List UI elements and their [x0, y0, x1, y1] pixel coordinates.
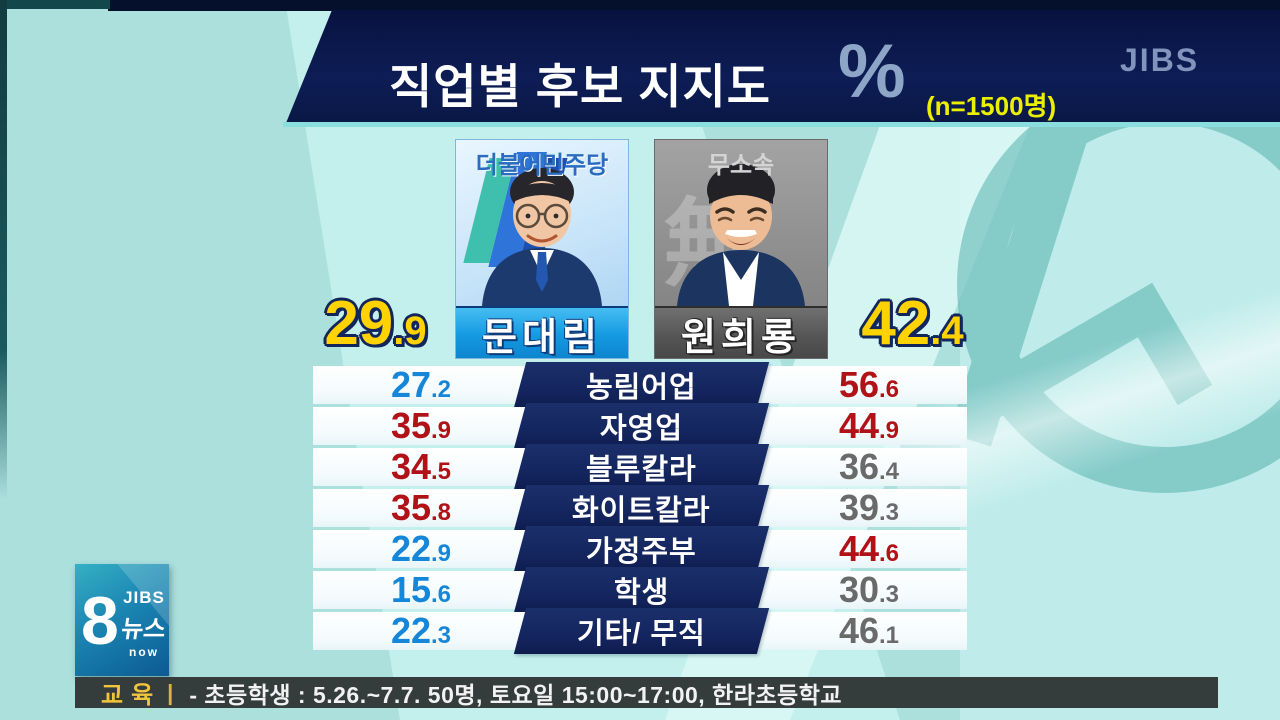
table-row: 35.8 화이트칼라 39.3: [313, 485, 967, 531]
page-title: 직업별 후보 지지도: [388, 60, 772, 113]
top-edge-strip: [108, 0, 1280, 11]
value-int: 35: [390, 405, 432, 446]
value-int: 30: [838, 569, 880, 610]
left-edge-strip: [0, 0, 7, 500]
table-row: 34.5 블루칼라 36.4: [313, 444, 967, 490]
ticker-divider: |: [167, 679, 174, 705]
sample-size-label: (n=1500명): [926, 91, 1057, 121]
value-int: 46: [838, 610, 880, 651]
occupation-label: 가정주부: [586, 536, 697, 568]
right-candidate-total: 42.4: [830, 288, 995, 359]
left-candidate-value: 22.3: [335, 612, 507, 650]
percent-unit-label: %: [838, 29, 906, 114]
occupation-label: 농림어업: [586, 372, 697, 404]
logo-now-label: now: [129, 645, 159, 659]
occupation-label-plate: 자영업: [513, 403, 770, 449]
right-candidate-value: 39.3: [783, 489, 955, 527]
value-dec: .3: [879, 499, 900, 526]
occupation-label: 블루칼라: [586, 454, 697, 486]
candidate-card-left: 더불어민주당 문대림: [455, 139, 629, 359]
candidate-photo-right: [655, 140, 827, 306]
table-row: 35.9 자영업 44.9: [313, 403, 967, 449]
right-candidate-value: 56.6: [783, 366, 955, 404]
station-watermark: JIBS: [1120, 42, 1200, 78]
value-dec: .9: [431, 540, 452, 567]
total-dec: .9: [393, 309, 427, 353]
occupation-label-plate: 블루칼라: [513, 444, 770, 490]
candidate-card-right: 無 무소속 원희룡: [654, 139, 828, 359]
value-dec: .3: [431, 622, 452, 649]
occupation-label-plate: 기타/ 무직: [513, 608, 770, 654]
ticker-text: - 초등학생 : 5.26.~7.7. 50명, 토요일 15:00~17:00…: [189, 681, 843, 708]
value-dec: .4: [879, 458, 900, 485]
value-dec: .3: [879, 581, 900, 608]
table-row: 22.3 기타/ 무직 46.1: [313, 608, 967, 654]
occupation-label-plate: 학생: [513, 567, 770, 613]
left-candidate-value: 34.5: [335, 448, 507, 486]
left-candidate-value: 22.9: [335, 530, 507, 568]
value-int: 39: [838, 487, 880, 528]
logo-brand: JIBS: [123, 588, 165, 607]
value-dec: .9: [431, 417, 452, 444]
right-candidate-value: 44.9: [783, 407, 955, 445]
value-int: 56: [838, 364, 880, 405]
candidate-photo-left: [456, 140, 628, 306]
left-candidate-total: 29.9: [293, 288, 458, 359]
value-int: 36: [838, 446, 880, 487]
value-int: 27: [390, 364, 432, 405]
occupation-label: 기타/ 무직: [577, 618, 706, 650]
value-int: 34: [390, 446, 432, 487]
corner-strip: [0, 0, 110, 9]
candidate-name-right: 원희룡: [655, 306, 827, 359]
candidate-name-left: 문대림: [456, 306, 628, 359]
value-int: 15: [390, 569, 432, 610]
value-dec: .6: [879, 540, 900, 567]
occupation-label: 자영업: [599, 413, 684, 445]
logo-channel-number: 8: [81, 583, 119, 659]
party-label-right: 무소속: [707, 152, 775, 179]
right-candidate-value: 30.3: [783, 571, 955, 609]
jibs-8-news-logo: 8 JIBS 뉴스 now: [75, 564, 169, 676]
occupation-label-plate: 화이트칼라: [513, 485, 770, 531]
table-row: 22.9 가정주부 44.6: [313, 526, 967, 572]
value-int: 35: [390, 487, 432, 528]
occupation-label-plate: 가정주부: [513, 526, 770, 572]
occupation-label: 학생: [613, 577, 670, 609]
value-int: 22: [390, 610, 432, 651]
ticker-category-badge: 교육: [101, 682, 162, 709]
left-candidate-value: 35.9: [335, 407, 507, 445]
value-dec: .6: [431, 581, 452, 608]
table-row: 15.6 학생 30.3: [313, 567, 967, 613]
right-candidate-value: 44.6: [783, 530, 955, 568]
value-dec: .2: [431, 376, 452, 403]
table-row: 27.2 농림어업 56.6: [313, 362, 967, 408]
total-int: 42: [861, 289, 931, 358]
total-dec: .4: [930, 309, 964, 353]
header-band: [286, 10, 1280, 123]
value-dec: .8: [431, 499, 452, 526]
value-int: 22: [390, 528, 432, 569]
value-dec: .1: [879, 622, 900, 649]
header-underline: [283, 122, 1280, 127]
value-dec: .6: [879, 376, 900, 403]
right-candidate-value: 36.4: [783, 448, 955, 486]
news-ticker: 교육 | - 초등학생 : 5.26.~7.7. 50명, 토요일 15:00~…: [75, 677, 1218, 709]
total-int: 29: [324, 289, 394, 358]
logo-text-column: JIBS 뉴스 now: [119, 588, 168, 659]
value-int: 44: [838, 528, 880, 569]
occupation-label-plate: 농림어업: [513, 362, 770, 408]
left-candidate-value: 15.6: [335, 571, 507, 609]
party-label-left: 더불어민주당: [475, 152, 609, 179]
occupation-table: 27.2 농림어업 56.6 35.9 자영업 44.9 34.5 블루칼라 3…: [313, 362, 967, 654]
value-dec: .9: [879, 417, 900, 444]
occupation-label: 화이트칼라: [572, 495, 711, 527]
right-candidate-value: 46.1: [783, 612, 955, 650]
value-dec: .5: [431, 458, 452, 485]
value-int: 44: [838, 405, 880, 446]
left-candidate-value: 35.8: [335, 489, 507, 527]
left-candidate-value: 27.2: [335, 366, 507, 404]
logo-news-label: 뉴스: [119, 616, 168, 643]
